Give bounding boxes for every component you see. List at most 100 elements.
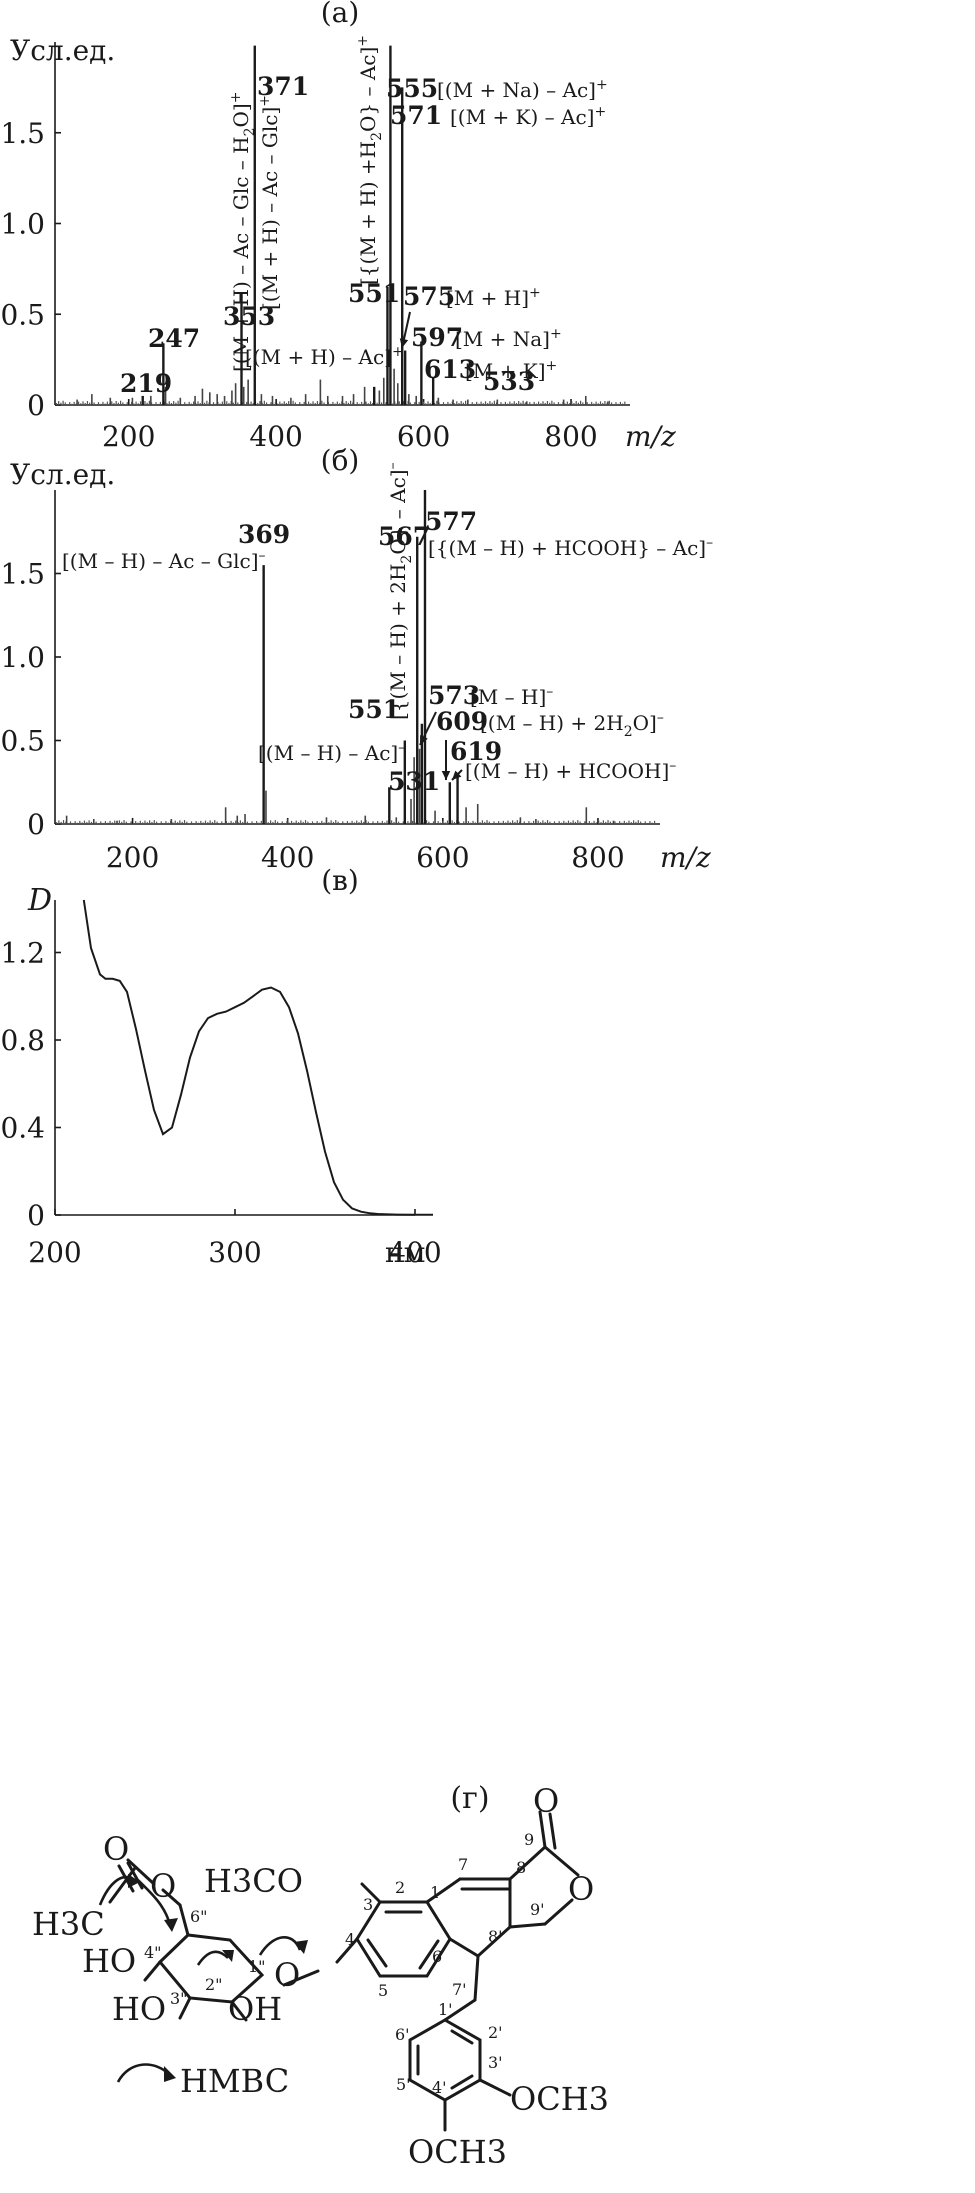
x-tick-label: 600 — [416, 841, 469, 874]
atom-number: 1" — [248, 1957, 266, 1976]
x-tick-label: 600 — [397, 420, 450, 453]
x-axis-label: нм — [385, 1236, 425, 1269]
peak-label-353: 353 — [223, 302, 275, 331]
peak-label-573: 573 — [428, 681, 480, 710]
x-tick-label: 400 — [249, 420, 302, 453]
atom-ho-2: HO — [112, 1990, 166, 2028]
atom-number: 8 — [516, 1858, 526, 1877]
x-axis-label: m/z — [625, 420, 676, 453]
y-tick-label: 1.5 — [0, 558, 45, 591]
x-tick-label: 200 — [102, 420, 155, 453]
peak-annotation: [M + Na]+ — [455, 326, 562, 351]
atom-number: 4 — [345, 1930, 355, 1949]
atom-number: 2 — [395, 1878, 405, 1897]
peak-label-577: 577 — [425, 507, 477, 536]
atom-o-ring-right: O — [568, 1870, 594, 1908]
peak-annotation: [(M – H) + HCOOH]– — [465, 758, 676, 783]
panel-label-g: (г) — [450, 1781, 489, 1816]
peak-label-571: 571 — [390, 101, 442, 130]
atom-number: 7' — [452, 1980, 467, 1999]
peak-annotation: [{(M – H) + 2H2O} – Ac]– — [385, 462, 415, 720]
y-tick-label: 0.8 — [0, 1024, 45, 1057]
peak-label-597: 597 — [411, 323, 463, 352]
atom-o-lactone: O — [533, 1782, 559, 1820]
absorbance-line — [82, 899, 433, 1216]
atom-number: 7 — [458, 1855, 468, 1874]
annotation-arrowhead — [399, 338, 409, 348]
peak-annotation: [{(M + H) +H2O} – Ac]+ — [355, 35, 385, 285]
peak-annotation: [(M + K) – Ac]+ — [450, 104, 606, 129]
y-axis-label: Усл.ед. — [10, 34, 115, 67]
spectrum-b: (б) Усл.ед. m/z 200 400 600 800 0 0.5 1.0 1.5 369 53… — [0, 444, 713, 874]
atom-oh: OH — [228, 1990, 282, 2028]
peak-annotation: [(M + Na) – Ac]+ — [437, 77, 608, 102]
panel-label: (б) — [321, 444, 360, 477]
atom-number: 4' — [432, 2078, 447, 2097]
atom-o-ring-left: O — [150, 1867, 176, 1905]
peak-label-575: 575 — [403, 282, 455, 311]
peak-label-531: 531 — [388, 767, 440, 796]
peak-annotation: [(M – H) – Ac – Glc]– — [62, 548, 266, 573]
structure-panel: (г) — [32, 1781, 609, 2171]
peak-annotation: [M – H]– — [470, 684, 553, 709]
panel-label: (в) — [321, 864, 359, 897]
peak-annotation: [(M + H) – Ac – Glc – H2O]+ — [228, 92, 258, 372]
peak-label-555: 555 — [386, 74, 438, 103]
x-tick-label: 300 — [208, 1236, 261, 1269]
peak-annotation: [M + H]+ — [446, 285, 541, 310]
hmbc-legend-arrow — [116, 2063, 171, 2083]
x-tick-label: 800 — [544, 420, 597, 453]
peak-label-369: 369 — [238, 520, 290, 549]
peak-annotation: [(M – H) – Ac]– — [258, 740, 405, 765]
peak-annotation: [{(M – H) + HCOOH} – Ac]– — [428, 535, 713, 560]
group-och3-b: OCH3 — [408, 2133, 507, 2171]
atom-number: 5' — [396, 2075, 411, 2094]
panel-label: (а) — [321, 0, 360, 29]
peak-label-551: 551 — [348, 695, 400, 724]
atom-o-link: O — [274, 1956, 300, 1994]
group-ch3: H3C — [32, 1905, 105, 1943]
peak-annotation: [M + K]+ — [465, 358, 557, 383]
y-tick-label: 1.0 — [0, 208, 45, 241]
atom-number: 3 — [363, 1895, 373, 1914]
y-tick-label: 1.5 — [0, 117, 45, 150]
peak-label-533: 533 — [483, 367, 535, 396]
peak-annotation: [(M – H) + 2H2O]– — [480, 710, 664, 740]
atom-number: 3" — [170, 1989, 188, 2008]
y-tick-label: 0.4 — [0, 1112, 45, 1145]
atom-number: 5 — [378, 1981, 388, 2000]
atom-number: 1 — [430, 1883, 440, 1902]
x-tick-label: 200 — [106, 841, 159, 874]
annotation-arrowhead — [420, 735, 428, 745]
y-tick-label: 1.2 — [0, 937, 45, 970]
annotation-arrowhead — [441, 770, 451, 780]
x-axis-label: m/z — [660, 841, 711, 874]
peak-label-371: 371 — [257, 72, 309, 101]
atom-number: 8' — [488, 1927, 503, 1946]
y-tick-label: 1.0 — [0, 641, 45, 674]
x-tick-label: 400 — [261, 841, 314, 874]
y-axis-label: D — [27, 883, 52, 918]
hmbc-legend-label: HMBC — [180, 2062, 289, 2100]
peak-label-613: 613 — [424, 355, 476, 384]
atom-number: 6" — [190, 1907, 208, 1926]
peak-label-567: 567 — [378, 522, 430, 551]
atom-o-carbonyl-left: O — [103, 1830, 129, 1868]
atom-numbers: 1 2 3 4 5 6 7 8 8' 9 9' 7' 1' 2' 3' 4' 5… — [144, 1830, 545, 2097]
x-tick-label: 800 — [571, 841, 624, 874]
y-tick-label: 0.5 — [0, 725, 45, 758]
hmbc-arrowheads — [128, 1874, 308, 2082]
atom-number: 2' — [488, 2023, 503, 2042]
y-tick-label: 0 — [27, 389, 45, 422]
atom-number: 6' — [395, 2025, 410, 2044]
atom-number: 9 — [524, 1830, 534, 1849]
annotation-arrowhead — [452, 770, 462, 780]
atom-ho-1: HO — [82, 1942, 136, 1980]
y-tick-label: 0.5 — [0, 298, 45, 331]
y-axis-label: Усл.ед. — [10, 458, 115, 491]
y-tick-label: 0 — [27, 1199, 45, 1232]
x-tick-label: 400 — [388, 1236, 441, 1269]
atom-number: 4" — [144, 1943, 162, 1962]
x-tick-label: 200 — [28, 1236, 81, 1269]
